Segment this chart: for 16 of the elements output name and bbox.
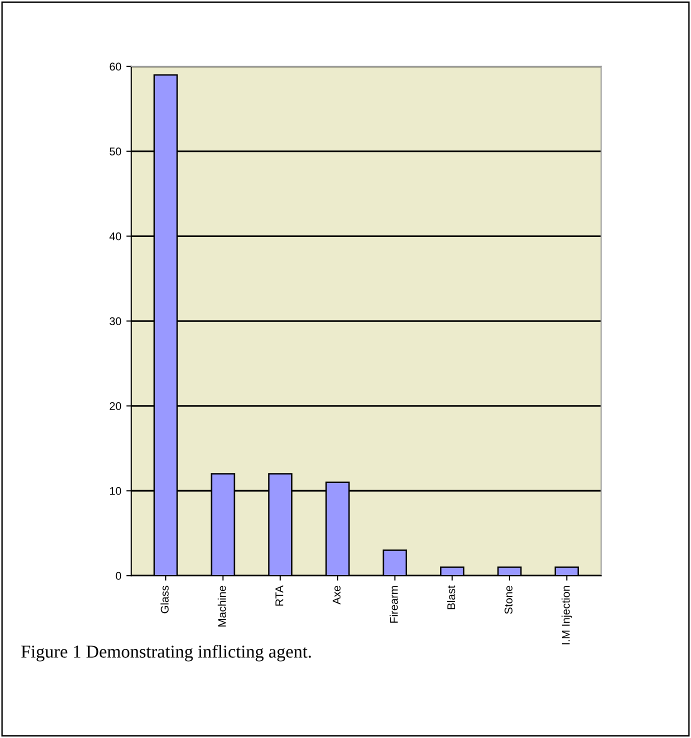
- x-tick-label: Firearm: [390, 586, 398, 623]
- x-tick-label: Stone: [504, 586, 512, 614]
- caption: Figure 1 Demonstrating inflicting agent.: [21, 644, 311, 662]
- x-tick-label: Axe: [332, 586, 341, 604]
- x-tick-label: Machine: [218, 586, 226, 626]
- y-tick-label: 30: [110, 317, 122, 326]
- y-tick-label: 60: [110, 62, 122, 71]
- y-tick-label: 40: [109, 232, 122, 240]
- x-tick-label: Blast: [447, 585, 456, 610]
- x-tick-label: I.M Injection: [562, 586, 572, 644]
- y-tick-label: 50: [110, 148, 122, 156]
- x-tick-label: RTA: [276, 585, 284, 606]
- y-tick-label: 0: [116, 572, 122, 580]
- y-tick-label: 20: [110, 402, 122, 410]
- x-tick-label: Glass: [160, 586, 169, 614]
- y-tick-label: 10: [110, 487, 122, 495]
